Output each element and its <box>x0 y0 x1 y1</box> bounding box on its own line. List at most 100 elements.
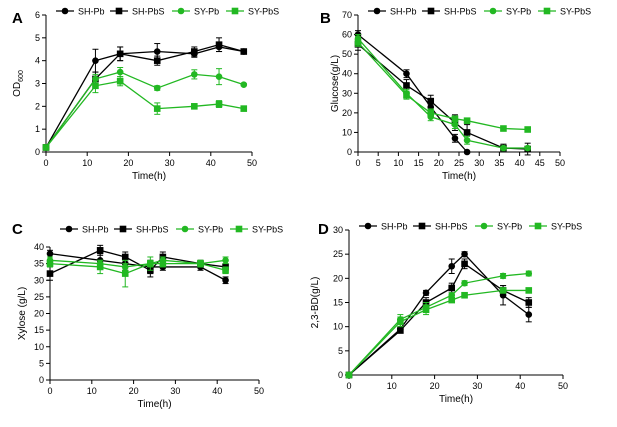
data-point <box>463 136 471 144</box>
y-tick-label: 35 <box>34 259 44 269</box>
legend-item-sy-pb: SY-Pb <box>176 225 223 235</box>
data-point <box>422 306 430 314</box>
data-point <box>461 291 468 299</box>
legend: SH-Pb SH-PbS SY-Pb SY-PbS <box>56 7 279 17</box>
data-point <box>525 287 533 294</box>
y-tick-label: 2 <box>35 101 40 111</box>
legend-label: SY-PbS <box>551 222 582 232</box>
series-line <box>357 34 468 153</box>
y-tick-label: 40 <box>342 69 352 79</box>
y-tick-label: 5 <box>35 33 40 43</box>
data-point <box>427 109 435 117</box>
data-point <box>461 260 468 268</box>
y-tick-label: 20 <box>333 273 343 283</box>
data-point <box>524 144 531 152</box>
legend-marker <box>418 222 426 230</box>
y-tick-label: 0 <box>35 147 40 157</box>
x-tick-label: 10 <box>387 381 397 391</box>
x-tick-label: 30 <box>170 386 180 396</box>
series-sy-pb <box>345 270 533 379</box>
data-point <box>451 115 459 123</box>
legend-marker <box>543 7 551 15</box>
legend-marker <box>489 7 497 15</box>
series-line <box>348 253 530 376</box>
data-point <box>461 250 468 258</box>
legend-item-sh-pb: SH-Pb <box>60 225 109 235</box>
y-tick-label: 70 <box>342 10 352 20</box>
series-sy-pbs <box>42 76 248 151</box>
legend-marker <box>181 225 189 233</box>
data-point <box>451 135 459 142</box>
x-tick-label: 40 <box>212 386 222 396</box>
data-point <box>46 260 54 267</box>
y-tick-label: 0 <box>347 147 352 157</box>
legend-label: SH-Pb <box>381 222 408 232</box>
panel-label: A <box>12 10 23 27</box>
y-tick-label: 3 <box>35 79 40 89</box>
x-tick-label: 15 <box>414 158 424 168</box>
series-sh-pb <box>354 30 471 156</box>
data-point <box>121 270 129 277</box>
x-axis-title: Time(h) <box>439 394 473 405</box>
y-axis-title: OD600 <box>12 70 25 97</box>
data-point <box>96 247 104 254</box>
data-point <box>463 117 471 124</box>
panel-d: D 0 10 20 30 40 50 0 5 10 15 20 25 30 Time(h) 2,3-BD(g/… <box>310 221 582 405</box>
data-point <box>422 289 430 297</box>
panel-b: B 0 5 10 15 20 25 30 35 40 45 50 0 10 20 30 40 50 60 70 Time… <box>320 7 591 183</box>
y-tick-label: 20 <box>342 108 352 118</box>
data-point <box>222 276 229 284</box>
data-point <box>240 48 248 55</box>
data-point <box>222 257 229 264</box>
legend-item-sh-pbs: SH-PbS <box>413 222 468 232</box>
data-point <box>46 250 54 257</box>
y-tick-label: 5 <box>39 358 44 368</box>
data-point <box>463 148 471 156</box>
data-point <box>403 91 410 99</box>
data-point <box>403 70 410 78</box>
panel-label: C <box>12 221 23 238</box>
series-sh-pbs <box>42 37 248 151</box>
data-point <box>116 68 124 76</box>
x-tick-label: 30 <box>474 158 484 168</box>
legend-marker <box>177 7 185 15</box>
data-point <box>525 299 533 306</box>
x-axis-title: Time(h) <box>132 171 166 182</box>
series-sh-pb <box>345 250 533 379</box>
legend-label: SH-Pb <box>82 225 109 235</box>
x-tick-label: 30 <box>472 381 482 391</box>
y-tick-label: 60 <box>342 30 352 40</box>
panel-c: C 0 10 20 30 40 50 0 5 10 15 20 25 30 35 40 Time(h) Xylos… <box>12 221 283 410</box>
y-tick-label: 30 <box>34 275 44 285</box>
legend-label: SY-Pb <box>497 222 522 232</box>
series-sy-pbs <box>345 287 533 379</box>
data-point <box>191 103 198 110</box>
legend-item-sh-pb: SH-Pb <box>359 222 408 232</box>
y-tick-label: 1 <box>35 124 40 134</box>
data-point <box>499 272 507 280</box>
data-point <box>121 253 129 261</box>
data-point <box>222 266 229 274</box>
data-point <box>215 41 223 48</box>
legend: SH-Pb SH-PbS SY-Pb SY-PbS <box>368 7 591 17</box>
legend-marker <box>65 225 73 233</box>
data-point <box>153 84 161 92</box>
legend-marker <box>427 7 435 15</box>
legend-marker <box>61 7 69 15</box>
series-line <box>348 262 530 376</box>
data-point <box>191 48 198 55</box>
legend-item-sh-pb: SH-Pb <box>368 7 417 17</box>
y-tick-label: 10 <box>34 342 44 352</box>
legend: SH-Pb SH-PbS SY-Pb SY-PbS <box>359 222 582 232</box>
x-tick-label: 50 <box>247 158 257 168</box>
legend-label: SY-Pb <box>198 225 223 235</box>
data-point <box>153 105 161 112</box>
x-tick-label: 25 <box>454 158 464 168</box>
legend-label: SH-PbS <box>444 7 477 17</box>
series-line <box>348 289 529 376</box>
legend-label: SY-Pb <box>194 7 219 17</box>
data-point <box>215 73 223 80</box>
data-point <box>116 50 124 58</box>
y-tick-label: 4 <box>35 56 40 66</box>
x-tick-label: 0 <box>355 158 360 168</box>
